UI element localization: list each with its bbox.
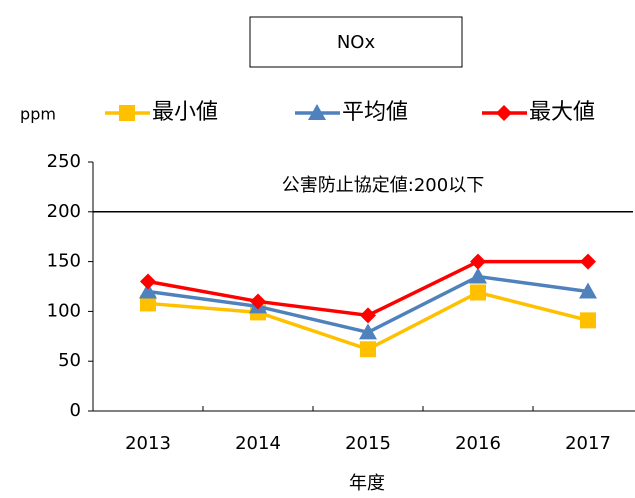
legend-label: 最小値	[152, 100, 218, 125]
reference-label: 公害防止協定値:200以下	[282, 175, 484, 196]
marker	[119, 105, 135, 121]
marker	[359, 323, 377, 340]
y-axis-label: ppm	[20, 105, 56, 124]
marker	[580, 253, 596, 270]
y-tick-label: 100	[47, 300, 81, 321]
marker	[360, 307, 376, 324]
y-tick-label: 200	[47, 201, 81, 222]
chart-title: NOx	[337, 32, 376, 53]
marker	[139, 282, 157, 299]
marker	[470, 284, 486, 301]
y-tick-label: 0	[70, 400, 81, 421]
marker	[308, 104, 326, 120]
legend-label: 平均値	[342, 100, 408, 125]
marker	[496, 105, 512, 121]
marker	[580, 312, 596, 329]
title-box	[249, 16, 463, 68]
marker	[579, 282, 597, 299]
x-tick-label: 2017	[565, 433, 611, 454]
y-tick-label: 150	[47, 251, 81, 272]
x-tick-label: 2014	[235, 433, 281, 454]
x-tick-label: 2013	[125, 433, 171, 454]
y-tick-label: 250	[47, 151, 81, 172]
x-axis-label: 年度	[349, 473, 385, 494]
x-tick-label: 2015	[345, 433, 391, 454]
marker	[140, 273, 156, 290]
marker	[360, 341, 376, 358]
marker	[140, 295, 156, 312]
x-tick-label: 2016	[455, 433, 501, 454]
legend-label: 最大値	[529, 100, 595, 125]
y-tick-label: 50	[58, 350, 81, 371]
marker	[250, 293, 266, 310]
marker	[469, 267, 487, 284]
marker	[470, 253, 486, 270]
